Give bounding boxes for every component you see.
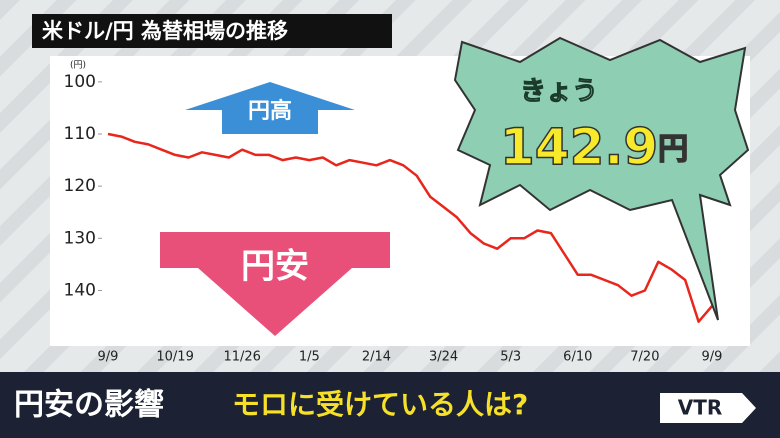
x-tick-label: 3/24 <box>429 350 458 365</box>
arrows: 円高 円安 <box>160 82 390 336</box>
bubble-value: 142.9円 <box>500 118 688 176</box>
bubble-number: 142.9 <box>500 118 658 176</box>
up-arrow-label: 円高 <box>248 98 292 124</box>
x-tick-label: 10/19 <box>156 350 193 365</box>
y-tick-label: 130 <box>64 228 96 248</box>
banner-main: 円安の影響 <box>14 388 164 423</box>
x-tick-label: 9/9 <box>98 350 119 365</box>
vtr-label: VTR <box>678 396 723 420</box>
y-tick-label: 110 <box>64 124 96 144</box>
x-tick-label: 5/3 <box>500 350 521 365</box>
bubble-label: きょう <box>520 77 598 107</box>
line-series <box>107 132 713 323</box>
x-tick-label: 11/26 <box>223 350 260 365</box>
x-tick-label: 2/14 <box>362 350 391 365</box>
y-tick-label: 100 <box>64 72 96 92</box>
up-arrow <box>185 82 355 134</box>
vtr-tag <box>660 393 756 423</box>
x-tick-label: 9/9 <box>702 350 723 365</box>
bubble-unit: 円 <box>658 132 688 167</box>
chart-title: 米ドル/円 為替相場の推移 <box>42 19 288 43</box>
speech-bubble <box>453 36 750 321</box>
banner <box>0 372 780 438</box>
down-arrow-label: 円安 <box>241 247 309 287</box>
y-tick-label: 140 <box>64 280 96 300</box>
plot: 100 110 120 130 140 9/9 10/19 11/26 1/5 2/14 3/24 5… <box>64 72 723 365</box>
down-arrow <box>160 232 390 336</box>
y-tick-label: 120 <box>64 176 96 196</box>
y-unit: (円) <box>70 60 86 71</box>
x-tick-label: 1/5 <box>299 350 320 365</box>
x-tick-label: 6/10 <box>563 350 592 365</box>
x-tick-label: 7/20 <box>630 350 659 365</box>
banner-sub: モロに受けている人は? <box>232 388 528 421</box>
title-box <box>32 14 392 48</box>
